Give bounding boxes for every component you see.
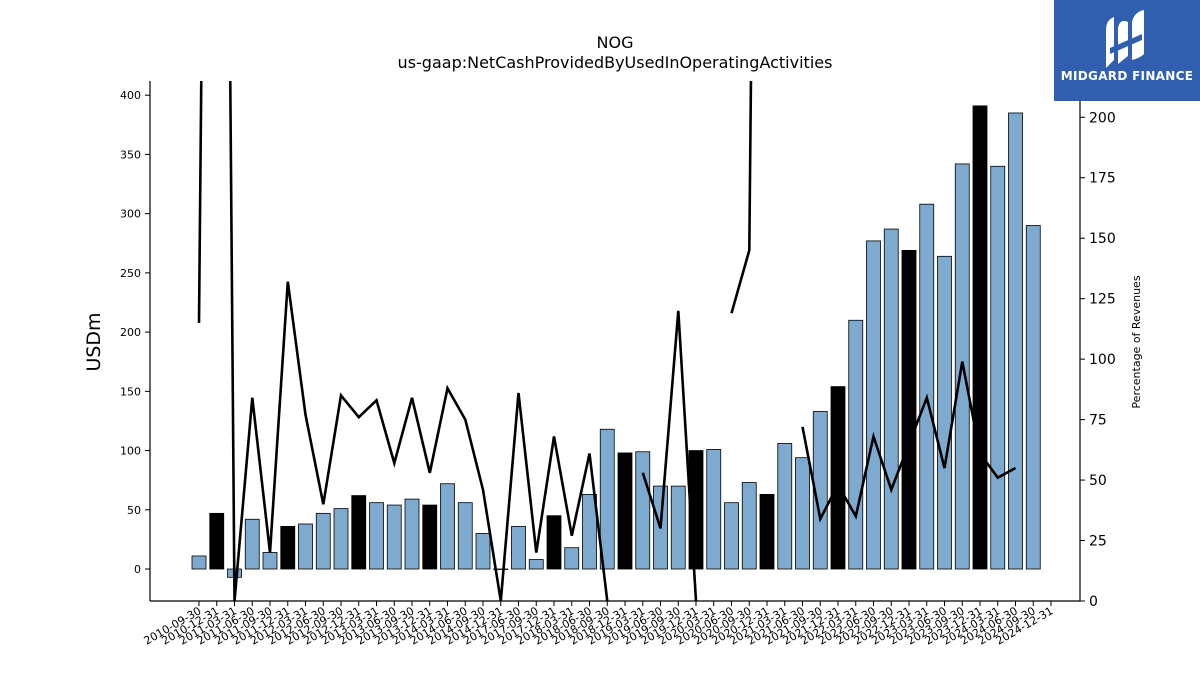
bar <box>422 504 438 570</box>
y-tick-label: 50 <box>127 504 141 517</box>
bar <box>599 428 615 570</box>
bar <box>1008 112 1023 570</box>
line-series <box>197 81 1017 601</box>
bar <box>724 502 739 570</box>
y2-tick-label: 75 <box>1089 413 1107 429</box>
bar <box>972 105 988 570</box>
bar <box>830 386 846 570</box>
bar <box>937 255 952 570</box>
y-tick-label: 200 <box>120 326 141 339</box>
y2-axis-label: Percentage of Revenues <box>1130 275 1143 408</box>
bar <box>582 493 597 570</box>
y2-tick-label: 125 <box>1089 292 1116 308</box>
bar <box>706 448 722 570</box>
y2-tick-label: 200 <box>1089 110 1116 126</box>
bar <box>741 482 757 570</box>
bar <box>528 559 544 570</box>
bar <box>635 451 651 570</box>
bar <box>777 443 793 570</box>
bar <box>440 483 455 570</box>
bar <box>244 518 260 570</box>
bar <box>351 495 367 570</box>
bar <box>564 547 580 570</box>
bar <box>617 452 633 570</box>
midgard-logo-icon <box>1106 10 1144 68</box>
bar <box>670 485 686 570</box>
bar <box>298 523 313 570</box>
bar <box>209 512 225 570</box>
bar <box>475 533 491 570</box>
bar <box>1025 225 1041 570</box>
bar <box>883 228 899 570</box>
y-axis-label: USDm <box>83 312 105 371</box>
bar <box>990 165 1006 570</box>
bar <box>919 203 935 570</box>
bar <box>546 515 562 570</box>
bar <box>333 508 349 570</box>
bar <box>404 498 420 570</box>
y-tick-label: 300 <box>120 208 141 221</box>
y2-tick-label: 100 <box>1089 352 1116 368</box>
line-series-group <box>197 81 1017 601</box>
bar <box>759 493 775 570</box>
y-tick-label: 100 <box>120 445 141 458</box>
bar <box>901 249 917 570</box>
y2-tick-label: 150 <box>1089 231 1116 247</box>
y2-tick-label: 25 <box>1089 534 1107 550</box>
bar <box>493 568 509 570</box>
bar <box>511 525 526 570</box>
bar <box>262 552 278 570</box>
y-tick-label: 400 <box>120 89 141 102</box>
bar <box>315 512 331 570</box>
y-tick-label: 250 <box>120 267 141 280</box>
bar <box>280 525 296 570</box>
y2-tick-label: 0 <box>1089 594 1098 610</box>
bar <box>812 411 828 570</box>
chart-subtitle: us-gaap:NetCashProvidedByUsedInOperating… <box>398 53 833 72</box>
bar <box>369 502 384 570</box>
bar <box>386 504 402 570</box>
y2-tick-label: 50 <box>1089 473 1107 489</box>
y-tick-label: 0 <box>134 563 141 576</box>
bar <box>848 319 864 570</box>
bar <box>795 457 810 570</box>
y-tick-label: 350 <box>120 148 141 161</box>
brand-name: MIDGARD FINANCE <box>1060 69 1194 83</box>
bar <box>191 555 207 570</box>
y2-tick-label: 175 <box>1089 171 1116 187</box>
y-tick-label: 150 <box>120 385 141 398</box>
chart-title: NOG <box>597 33 634 52</box>
brand-logo: MIDGARD FINANCE <box>1054 0 1200 101</box>
bar <box>457 502 473 570</box>
bar <box>866 240 881 570</box>
